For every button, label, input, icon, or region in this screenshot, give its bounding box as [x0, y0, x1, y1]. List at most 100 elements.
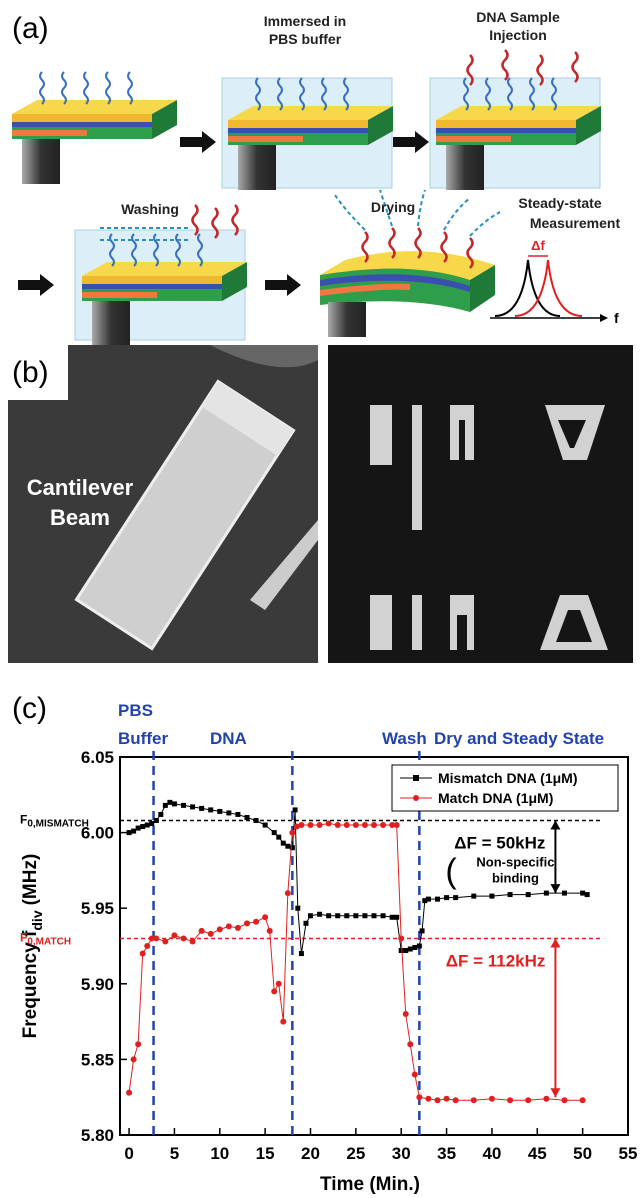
- data-point: [158, 811, 164, 817]
- x-tick-label: 40: [482, 1144, 501, 1163]
- data-point: [407, 1041, 414, 1048]
- data-point: [216, 926, 223, 933]
- delta-f-label: Δf: [531, 238, 545, 253]
- arrow: [180, 131, 216, 153]
- y-tick-label: 6.00: [81, 824, 114, 843]
- data-point: [253, 818, 259, 824]
- legend-box: [391, 764, 619, 812]
- resonance-plot: Δf f: [490, 238, 619, 326]
- data-point: [380, 913, 386, 919]
- delta-label: ΔF = 50kHz: [454, 834, 545, 853]
- x-tick-label: 55: [619, 1144, 638, 1163]
- reference-label: F0,MATCH: [20, 930, 71, 947]
- data-point: [507, 1097, 514, 1104]
- data-point: [217, 808, 223, 814]
- data-point: [316, 822, 323, 829]
- data-point: [293, 823, 300, 830]
- arrow: [18, 274, 54, 296]
- legend-label: Match DNA (1μM): [438, 790, 553, 806]
- data-point: [149, 821, 155, 827]
- y-tick-label: 5.85: [81, 1050, 114, 1069]
- data-point: [394, 914, 400, 920]
- data-point: [419, 928, 425, 934]
- data-point: [140, 824, 146, 830]
- data-point: [416, 1094, 423, 1101]
- data-point: [271, 988, 278, 995]
- data-point: [398, 948, 404, 954]
- data-point: [489, 893, 495, 899]
- phase-label: Wash: [382, 729, 427, 748]
- step-label: PBS buffer: [269, 31, 342, 47]
- panel-label: (b): [12, 356, 49, 389]
- evaporation: [334, 189, 501, 237]
- step-label: DNA Sample: [476, 9, 560, 25]
- data-point: [144, 943, 151, 949]
- y-axis-label: Frequency fdiv (MHz): [20, 854, 45, 1039]
- cantilever-beam: [74, 379, 296, 651]
- data-point: [226, 810, 232, 816]
- axis-label: f: [614, 310, 619, 326]
- data-point: [162, 802, 168, 808]
- data-point: [525, 892, 531, 898]
- x-tick-label: 50: [573, 1144, 592, 1163]
- legend-marker: [413, 775, 419, 781]
- note-label: binding: [492, 871, 539, 886]
- step-label: Measurement: [530, 215, 621, 231]
- data-point: [416, 943, 422, 949]
- data-point: [307, 822, 314, 829]
- bent-cantilever: [320, 251, 495, 337]
- data-point: [326, 913, 332, 919]
- data-point: [352, 822, 359, 829]
- panel-label: (a): [12, 12, 49, 45]
- data-point: [543, 1095, 550, 1102]
- data-point: [380, 822, 387, 829]
- beam-label: Beam: [50, 505, 110, 530]
- arrow-head: [550, 1088, 561, 1098]
- data-point: [284, 890, 291, 897]
- data-point: [180, 935, 187, 942]
- delta-label: ΔF = 112kHz: [446, 951, 546, 970]
- data-point: [298, 822, 305, 829]
- y-axis-label-unit: (MHz): [20, 854, 41, 906]
- reference-label-sub: 0,MISMATCH: [27, 819, 88, 830]
- panel-label: (c): [12, 692, 47, 725]
- y-tick-label: 5.90: [81, 975, 114, 994]
- data-point: [308, 913, 313, 919]
- y-axis-label-main: Frequency f: [20, 930, 41, 1038]
- data-point: [275, 980, 282, 987]
- arrow: [393, 131, 429, 153]
- data-point: [244, 814, 250, 820]
- note-label: Non-specific: [476, 855, 554, 870]
- plot-frame: [119, 756, 629, 1136]
- data-point: [126, 830, 132, 836]
- step-label: Steady-state: [518, 195, 601, 211]
- data-point: [139, 950, 146, 957]
- y-tick-label: 5.80: [81, 1126, 114, 1145]
- data-point: [295, 905, 301, 911]
- data-point: [371, 822, 377, 829]
- x-tick-label: 35: [437, 1144, 456, 1163]
- x-tick-label: 5: [170, 1144, 179, 1163]
- data-point: [234, 924, 241, 931]
- step-label: Drying: [371, 199, 415, 215]
- data-point: [148, 935, 155, 942]
- y-axis-label-sub: div: [29, 910, 45, 930]
- data-point: [298, 951, 304, 957]
- data-point: [412, 945, 418, 951]
- arrow: [265, 274, 301, 296]
- data-point: [198, 927, 205, 934]
- data-point: [135, 825, 141, 831]
- cantilever: [12, 71, 177, 184]
- data-point: [579, 1097, 586, 1104]
- data-point: [285, 843, 291, 849]
- data-point: [280, 1018, 287, 1025]
- data-point: [292, 807, 298, 813]
- data-point: [266, 927, 273, 934]
- data-point: [144, 822, 150, 828]
- data-point: [407, 946, 413, 952]
- step-label: Washing: [121, 201, 179, 217]
- arrow-head: [550, 938, 561, 948]
- data-point: [135, 1041, 142, 1048]
- data-point: [434, 1097, 441, 1104]
- data-point: [411, 1071, 418, 1078]
